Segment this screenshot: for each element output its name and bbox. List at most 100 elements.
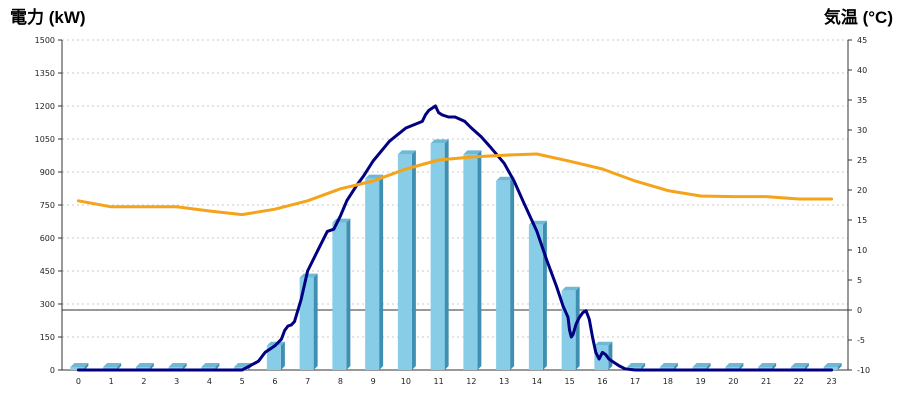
bar-side — [444, 139, 449, 370]
bar-top — [135, 363, 154, 367]
bar-side — [510, 176, 515, 370]
x-tick-label: 3 — [174, 377, 179, 386]
bar-top — [594, 341, 613, 346]
right-axis-title: 気温 (°C) — [823, 7, 893, 27]
bar — [496, 176, 515, 370]
bar-side — [739, 363, 744, 370]
bar-side — [280, 341, 285, 370]
x-tick-label: 13 — [499, 377, 509, 386]
bar-top — [823, 363, 842, 367]
x-tick-label: 17 — [630, 377, 640, 386]
bar-side — [477, 150, 482, 370]
bar-side — [313, 273, 318, 370]
bar-side — [641, 363, 646, 370]
bar-top — [463, 150, 482, 155]
bar-top — [758, 363, 777, 367]
bar-side — [411, 150, 416, 370]
right-tick-label: 15 — [857, 216, 867, 225]
left-tick-label: 750 — [40, 201, 55, 210]
bar-side — [149, 363, 154, 370]
x-tick-label: 21 — [761, 377, 771, 386]
bar-front — [463, 154, 478, 370]
x-tick-label: 2 — [141, 377, 146, 386]
x-tick-label: 7 — [305, 377, 310, 386]
bar-side — [182, 363, 187, 370]
bar-side — [346, 218, 351, 370]
bar-top — [725, 363, 744, 367]
bar-top — [692, 363, 711, 367]
bar-top — [430, 139, 449, 144]
x-tick-label: 6 — [272, 377, 277, 386]
bar-top — [790, 363, 809, 367]
bar-front — [266, 345, 281, 370]
left-tick-label: 1350 — [35, 69, 55, 78]
bar — [365, 174, 384, 370]
x-tick-label: 15 — [565, 377, 575, 386]
bar-side — [837, 363, 842, 370]
right-tick-label: 45 — [857, 36, 867, 45]
x-tick-label: 14 — [532, 377, 542, 386]
bar-top — [496, 176, 515, 181]
bar-top — [168, 363, 187, 367]
bar — [594, 341, 613, 370]
left-tick-label: 300 — [40, 300, 55, 309]
bar-top — [397, 150, 416, 155]
x-tick-label: 0 — [76, 377, 81, 386]
right-tick-label: -10 — [857, 366, 870, 375]
x-tick-label: 10 — [401, 377, 411, 386]
bar — [463, 150, 482, 370]
x-tick-label: 1 — [109, 377, 114, 386]
bar-front — [528, 224, 543, 370]
bar-side — [706, 363, 711, 370]
left-tick-label: 1200 — [35, 102, 55, 111]
x-tick-label: 18 — [663, 377, 673, 386]
bar-side — [215, 363, 220, 370]
x-tick-label: 12 — [466, 377, 476, 386]
bar — [70, 363, 89, 370]
bar — [430, 139, 449, 370]
left-tick-label: 150 — [40, 333, 55, 342]
bar-top — [103, 363, 122, 367]
x-tick-label: 20 — [728, 377, 738, 386]
plot-area: 01503004506007509001050120013501500-10-5… — [35, 36, 870, 386]
bar-side — [673, 363, 678, 370]
right-tick-label: 20 — [857, 186, 867, 195]
x-tick-label: 16 — [597, 377, 607, 386]
right-tick-label: 5 — [857, 276, 862, 285]
bar-side — [772, 363, 777, 370]
left-tick-label: 0 — [50, 366, 55, 375]
x-tick-label: 9 — [371, 377, 376, 386]
bar — [397, 150, 416, 370]
bar-side — [117, 363, 122, 370]
left-axis-title: 電力 (kW) — [10, 7, 86, 27]
temperature-line — [76, 152, 834, 217]
left-tick-label: 450 — [40, 267, 55, 276]
bar-front — [299, 277, 314, 370]
x-tick-label: 8 — [338, 377, 343, 386]
bar-side — [575, 286, 580, 370]
right-tick-label: 40 — [857, 66, 867, 75]
bar — [299, 273, 318, 370]
x-tick-label: 19 — [696, 377, 706, 386]
right-tick-label: -5 — [857, 336, 865, 345]
x-tick-label: 22 — [794, 377, 804, 386]
right-tick-label: 0 — [857, 306, 862, 315]
right-tick-label: 35 — [857, 96, 867, 105]
left-tick-label: 1500 — [35, 36, 55, 45]
bar — [332, 218, 351, 370]
left-tick-label: 900 — [40, 168, 55, 177]
bar — [528, 220, 547, 370]
right-tick-label: 30 — [857, 126, 867, 135]
bar — [266, 341, 285, 370]
bar-front — [397, 154, 412, 370]
right-tick-label: 10 — [857, 246, 867, 255]
x-tick-label: 4 — [207, 377, 212, 386]
bar-side — [804, 363, 809, 370]
bar-side — [608, 341, 613, 370]
x-tick-label: 23 — [827, 377, 837, 386]
power-line — [76, 104, 834, 372]
bar-front — [594, 345, 609, 370]
bar-top — [561, 286, 580, 291]
bar-front — [496, 180, 511, 370]
